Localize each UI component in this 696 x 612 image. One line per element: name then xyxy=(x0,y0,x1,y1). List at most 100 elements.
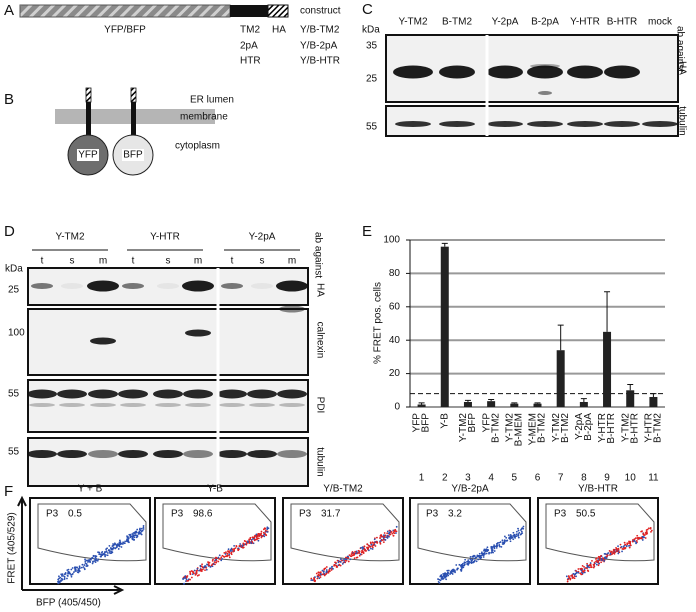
event-dot xyxy=(379,540,381,543)
event-dot xyxy=(571,575,574,578)
band xyxy=(487,65,523,79)
gate xyxy=(290,503,400,562)
x-tick-label: Y-TM2 xyxy=(504,413,515,443)
band xyxy=(27,389,57,399)
event-dot xyxy=(98,553,101,556)
event-dot xyxy=(468,560,470,563)
vertical-label: ab against xyxy=(312,232,323,278)
event-dot xyxy=(569,577,572,580)
x-tick-label: B-HTR xyxy=(606,413,617,444)
vertical-label: PDI xyxy=(314,397,325,414)
event-dot xyxy=(618,551,621,554)
y-tick-label: 0 xyxy=(394,402,400,413)
event-dot xyxy=(310,579,313,582)
event-dot xyxy=(228,553,231,556)
event-dot xyxy=(645,532,647,535)
event-dot xyxy=(642,532,645,535)
event-dot xyxy=(361,550,364,552)
event-dot xyxy=(452,570,454,573)
event-dot xyxy=(592,566,595,569)
event-dot xyxy=(249,536,252,539)
ha-tag xyxy=(130,87,137,103)
event-dot xyxy=(517,527,519,530)
event-dot xyxy=(495,546,498,549)
event-dot xyxy=(503,535,506,538)
event-dot xyxy=(248,540,251,543)
event-dot xyxy=(605,555,608,558)
event-dot xyxy=(201,566,204,569)
event-dot xyxy=(95,559,97,562)
event-dot xyxy=(81,563,84,566)
event-dot xyxy=(204,569,206,572)
event-dot xyxy=(130,535,133,538)
event-dot xyxy=(106,552,109,554)
event-dot xyxy=(239,543,242,545)
event-dot xyxy=(93,560,96,562)
event-dot xyxy=(647,527,650,530)
x-tick-label: YFP xyxy=(412,413,423,433)
blot xyxy=(27,308,309,376)
event-dot xyxy=(126,539,128,541)
error-bar xyxy=(488,398,495,402)
blot xyxy=(27,437,309,487)
event-dot xyxy=(371,548,374,550)
event-dot xyxy=(589,562,592,564)
event-dot xyxy=(600,557,603,560)
event-dot xyxy=(228,556,231,559)
event-dot xyxy=(498,541,501,544)
event-dot xyxy=(475,560,478,563)
event-dot xyxy=(480,556,483,559)
event-dot xyxy=(390,531,393,533)
label: s xyxy=(166,256,171,267)
event-dot xyxy=(456,567,459,570)
band xyxy=(604,121,640,127)
event-dot xyxy=(184,575,187,577)
event-dot xyxy=(517,534,520,537)
event-dot xyxy=(190,576,193,579)
event-dot xyxy=(124,540,127,543)
event-dot xyxy=(382,541,385,544)
event-dot xyxy=(461,562,464,565)
event-dot xyxy=(596,559,598,562)
event-dot xyxy=(230,552,233,555)
event-dot xyxy=(92,555,95,557)
event-dot xyxy=(88,559,91,561)
event-dot xyxy=(209,565,212,568)
event-dot xyxy=(499,541,502,543)
event-dot xyxy=(480,551,483,554)
event-dot xyxy=(477,558,480,561)
event-dot xyxy=(255,533,258,536)
event-dot xyxy=(120,542,123,545)
label: 25 xyxy=(366,74,378,85)
event-dot xyxy=(86,559,89,562)
event-dot xyxy=(515,533,518,536)
event-dot xyxy=(493,545,495,548)
event-dot xyxy=(373,538,376,541)
plot-frame xyxy=(537,497,659,585)
event-dot xyxy=(627,545,630,547)
gate-percent: 3.2 xyxy=(448,509,462,520)
event-dot xyxy=(623,541,626,544)
event-dot xyxy=(198,569,200,572)
event-dot xyxy=(640,530,643,533)
event-dot xyxy=(472,561,475,564)
event-dot xyxy=(260,536,263,539)
event-dot xyxy=(449,573,451,575)
event-dot xyxy=(450,569,453,572)
event-dot xyxy=(215,557,218,559)
event-dot xyxy=(586,567,588,570)
event-dot xyxy=(101,550,104,553)
band xyxy=(90,403,116,407)
event-dot xyxy=(354,550,357,553)
event-dot xyxy=(108,550,111,552)
event-dot xyxy=(471,558,474,561)
event-dot xyxy=(195,572,198,575)
event-dot xyxy=(591,559,593,562)
event-dot xyxy=(343,561,346,563)
event-dot xyxy=(115,544,118,547)
event-dot xyxy=(325,569,328,571)
event-dot xyxy=(360,551,363,554)
event-dot xyxy=(358,550,361,553)
event-dot xyxy=(604,552,607,555)
event-dot xyxy=(128,541,130,544)
